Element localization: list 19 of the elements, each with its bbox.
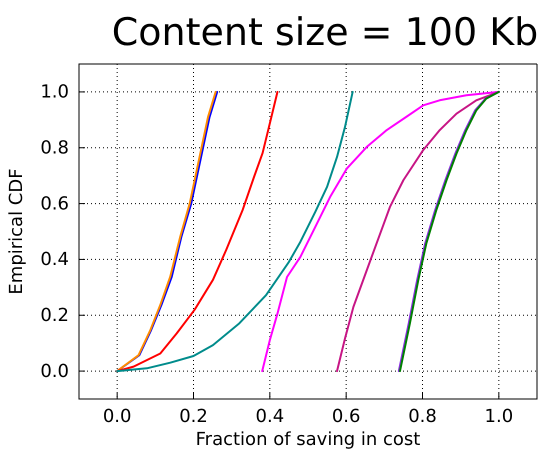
x-tick-label: 0.4	[256, 406, 284, 427]
y-tick-label: 0.8	[40, 138, 69, 159]
y-tick-label: 0.0	[40, 360, 69, 382]
x-tick-label: 0.8	[408, 406, 437, 427]
y-tick-label: 0.4	[40, 249, 69, 270]
y-tick-label: 0.2	[40, 305, 69, 326]
line-series	[261, 90, 500, 372]
line-series	[116, 90, 278, 372]
chart-title: Content size = 100 Kb	[112, 10, 538, 54]
x-axis-title: Fraction of saving in cost	[196, 429, 420, 450]
y-axis-title: Empirical CDF	[6, 168, 27, 295]
x-tick-label: 0.0	[102, 406, 132, 427]
x-tick-label: 0.6	[332, 406, 360, 427]
line-series	[336, 90, 500, 372]
line-series	[116, 90, 354, 372]
y-tick-label: 0.6	[40, 193, 69, 214]
x-tick-label: 0.2	[179, 406, 208, 427]
x-tick-label: 1.0	[484, 406, 514, 427]
y-tick-label: 1.0	[40, 82, 69, 103]
